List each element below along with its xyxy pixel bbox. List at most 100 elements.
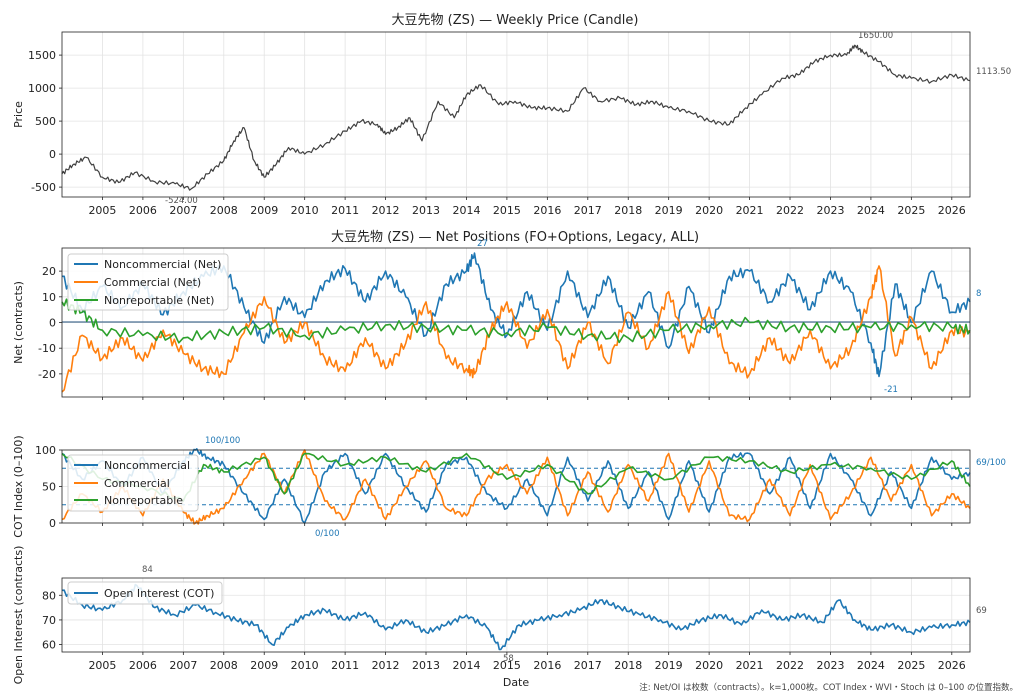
cot-legend-label-nonreportable: Nonreportable	[104, 494, 183, 507]
x-tick-label: 2009	[250, 204, 278, 217]
x-tick-label: 2020	[695, 659, 723, 672]
net-ylabel: Net (contracts)	[12, 281, 25, 364]
oi-last-annotation: 69	[976, 606, 987, 616]
x-tick-label: 2023	[816, 659, 844, 672]
series-line-price	[61, 44, 971, 191]
net-legend: Noncommercial (Net) Commercial (Net) Non…	[67, 253, 229, 311]
y-tick-label: 500	[35, 115, 56, 128]
y-tick-label: -500	[31, 181, 56, 194]
net-legend-label-commercial: Commercial (Net)	[104, 276, 201, 289]
x-tick-label: 2021	[736, 204, 764, 217]
price-ylabel: Price	[12, 101, 25, 128]
cot-index-panel: 0 50 100 COT Index (0–100) 100/100 0/100 6…	[12, 435, 1006, 539]
x-tick-label: 2019	[655, 204, 683, 217]
y-tick-label: 0	[49, 317, 56, 330]
oi-axes-frame	[61, 577, 971, 653]
x-tick-label: 2015	[493, 204, 521, 217]
y-tick-label: 70	[42, 614, 56, 627]
y-tick-label: 10	[42, 291, 56, 304]
y-tick-label: 50	[42, 481, 56, 494]
net-min-annotation: -21	[884, 385, 898, 395]
y-tick-label: -10	[38, 342, 56, 355]
series-line-noncommercial	[61, 448, 971, 524]
x-tick-label: 2015	[493, 659, 521, 672]
x-tick-label: 2018	[614, 204, 642, 217]
cot-min-annotation: 0/100	[315, 529, 340, 539]
x-tick-label: 2007	[169, 204, 197, 217]
x-axis-label: Date	[503, 676, 530, 689]
y-tick-label: 0	[49, 148, 56, 161]
x-tick-label: 2012	[372, 204, 400, 217]
net-panel: 大豆先物 (ZS) — Net Positions (FO+Options, L…	[12, 230, 981, 400]
cot-legend-box	[67, 454, 199, 512]
cot-legend-label-noncommercial: Noncommercial	[104, 459, 190, 472]
x-tick-label: 2014	[452, 204, 480, 217]
net-max-annotation: 27	[477, 239, 488, 249]
price-last-annotation: 1113.50	[976, 67, 1011, 77]
cot-x-ticks	[102, 523, 953, 526]
oi-legend-box	[67, 581, 223, 605]
x-tick-label: 2022	[776, 659, 804, 672]
series-line-nonreportable	[61, 452, 971, 502]
x-tick-label: 2010	[291, 204, 319, 217]
price-axes-frame	[61, 31, 971, 198]
net-y-ticks: -20 -10 0 10 20	[38, 265, 62, 381]
cot-y-ticks: 0 50 100	[35, 444, 62, 530]
price-series	[61, 44, 971, 191]
x-tick-label: 2012	[372, 659, 400, 672]
footer-note: 注: Net/OI は枚数（contracts）。k=1,000枚。COT In…	[639, 682, 1018, 693]
oi-legend: Open Interest (COT)	[67, 581, 223, 605]
y-tick-label: 1000	[28, 82, 56, 95]
x-tick-label: 2023	[816, 204, 844, 217]
oi-ylabel: Open Interest (contracts)	[12, 546, 25, 685]
net-x-ticks	[102, 397, 953, 400]
price-y-ticks: -500 0 500 1000 1500	[28, 49, 62, 194]
x-tick-label: 2026	[938, 659, 966, 672]
x-tick-label: 2025	[897, 659, 925, 672]
x-tick-label: 2020	[695, 204, 723, 217]
oi-max-annotation: 84	[142, 565, 153, 575]
x-tick-label: 2022	[776, 204, 804, 217]
y-tick-label: 0	[49, 517, 56, 530]
x-tick-label: 2013	[412, 204, 440, 217]
net-last-annotation: 8	[976, 289, 981, 299]
x-tick-label: 2007	[169, 659, 197, 672]
y-tick-label: 80	[42, 589, 56, 602]
y-tick-label: 100	[35, 444, 56, 457]
x-tick-label: 2011	[331, 204, 359, 217]
price-max-annotation: 1650.00	[858, 31, 893, 41]
oi-series	[61, 583, 971, 651]
x-tick-label: 2009	[250, 659, 278, 672]
x-tick-label: 2008	[210, 204, 238, 217]
y-tick-label: 20	[42, 265, 56, 278]
x-tick-label: 2016	[533, 659, 561, 672]
x-tick-label: 2017	[574, 204, 602, 217]
x-tick-label: 2011	[331, 659, 359, 672]
x-tick-label: 2018	[614, 659, 642, 672]
cot-legend-label-commercial: Commercial	[104, 477, 170, 490]
net-legend-label-nonreportable: Nonreportable (Net)	[104, 294, 214, 307]
x-tick-label: 2005	[88, 204, 116, 217]
series-line-nonreportable	[61, 298, 971, 344]
y-tick-label: 60	[42, 639, 56, 652]
y-tick-label: 1500	[28, 49, 56, 62]
cot-max-annotation: 100/100	[205, 436, 240, 446]
net-legend-box	[67, 253, 229, 311]
oi-min-annotation: 58	[503, 654, 514, 664]
price-x-ticks: 2005 2006 2007 2008 2009 2010 2011 2012 2013 2014…	[88, 197, 966, 217]
x-tick-label: 2025	[897, 204, 925, 217]
x-tick-label: 2026	[938, 204, 966, 217]
oi-x-ticks: 2005 2006 2007 2008 2009 2010 2011 2012 2013 2014…	[88, 652, 966, 672]
series-line-noncommercial	[61, 583, 971, 651]
x-tick-label: 2017	[574, 659, 602, 672]
oi-y-ticks: 60 70 80	[42, 589, 62, 652]
price-grid	[62, 32, 970, 197]
x-tick-label: 2006	[129, 659, 157, 672]
x-tick-label: 2021	[736, 659, 764, 672]
cot-last-annotation: 69/100	[976, 458, 1006, 468]
y-tick-label: -20	[38, 368, 56, 381]
cot-series	[61, 448, 971, 525]
x-tick-label: 2019	[655, 659, 683, 672]
